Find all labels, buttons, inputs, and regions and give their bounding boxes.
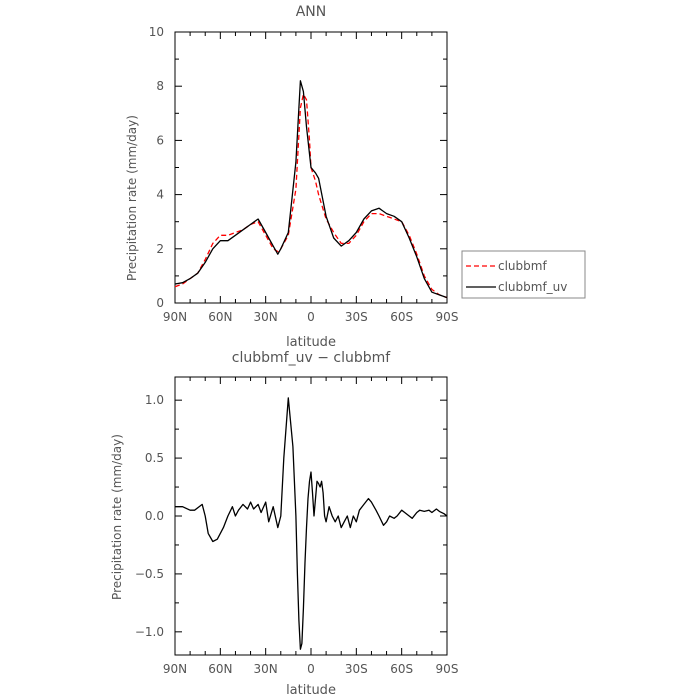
top-chart-title: ANN — [296, 4, 327, 20]
bottom-x-tick-label: 60S — [390, 662, 413, 676]
bottom-y-tick-label: 0.5 — [145, 451, 164, 465]
top-x-tick-label: 60S — [390, 310, 413, 324]
top-x-tick-label: 30S — [345, 310, 368, 324]
top-y-tick-label: 6 — [156, 133, 164, 147]
legend-label-clubbmf-uv: clubbmf_uv — [498, 280, 567, 294]
bottom-x-tick-label: 30N — [254, 662, 278, 676]
top-y-tick-label: 8 — [156, 79, 164, 93]
bottom-plot-frame — [174, 376, 448, 656]
top-axis-ticks: 90N 60N 30N 0 30S 60S 90S 0 2 4 6 8 10 — [149, 25, 459, 324]
top-y-tick-label: 0 — [156, 296, 164, 310]
bottom-y-tick-label: 0.0 — [145, 509, 164, 523]
bottom-x-axis-label: latitude — [286, 683, 336, 698]
top-y-axis-label: Precipitation rate (mm/day) — [125, 115, 139, 281]
bottom-axis-ticks: 90N 60N 30N 0 30S 60S 90S 1.0 0.5 0.0 −0.5 −1.0 — [135, 377, 459, 676]
bottom-y-tick-label: −1.0 — [135, 625, 164, 639]
bottom-panel: clubbmf_uv − clubbmf 90N 60N 30N 0 30S 60S 90S… — [110, 350, 458, 698]
top-series-line-clubbmf-uv — [174, 80, 448, 299]
top-y-tick-label: 4 — [156, 188, 164, 202]
top-y-tick-label: 10 — [149, 25, 164, 39]
top-series-lines — [174, 80, 448, 299]
top-x-tick-label: 60N — [208, 310, 232, 324]
top-x-tick-label: 90N — [163, 310, 187, 324]
bottom-series-lines — [175, 397, 448, 650]
top-x-tick-label: 90S — [436, 310, 459, 324]
legend-label-clubbmf: clubbmf — [498, 259, 547, 273]
legend-box — [461, 250, 586, 299]
bottom-x-tick-label: 90N — [163, 662, 187, 676]
bottom-y-axis-label: Precipitation rate (mm/day) — [110, 434, 124, 600]
bottom-y-tick-label: −0.5 — [135, 567, 164, 581]
bottom-x-tick-label: 60N — [208, 662, 232, 676]
bottom-x-tick-label: 0 — [307, 662, 315, 676]
top-series-line-clubbmf — [174, 93, 448, 299]
top-x-tick-label: 0 — [307, 310, 315, 324]
top-x-axis-label: latitude — [286, 335, 336, 350]
top-y-tick-label: 2 — [156, 242, 164, 256]
bottom-chart-title: clubbmf_uv − clubbmf — [232, 350, 391, 366]
bottom-y-tick-label: 1.0 — [145, 393, 164, 407]
bottom-x-tick-label: 30S — [345, 662, 368, 676]
legend: clubbmf clubbmf_uv — [461, 250, 586, 299]
bottom-series-line-difference — [175, 397, 448, 650]
top-x-tick-label: 30N — [254, 310, 278, 324]
bottom-x-tick-label: 90S — [436, 662, 459, 676]
